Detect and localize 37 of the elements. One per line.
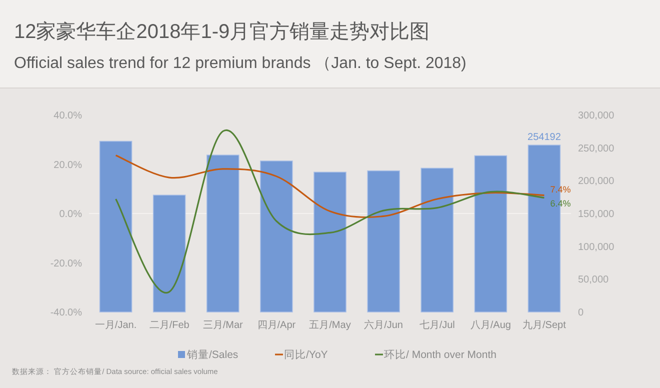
y2-tick-label: 150,000 <box>578 209 615 220</box>
bar <box>367 170 400 312</box>
x-tick-label: 四月/Apr <box>257 320 296 331</box>
x-tick-label: 二月/Feb <box>149 320 190 331</box>
bar <box>474 155 508 312</box>
x-tick-label: 一月/Jan. <box>94 320 137 331</box>
y-tick-label: 0.0% <box>59 209 82 220</box>
data-label: 6.4% <box>550 198 571 209</box>
bar <box>314 172 346 312</box>
bar <box>420 168 454 312</box>
y-tick-label: 40.0% <box>54 110 82 122</box>
data-label: 7.4% <box>550 184 571 194</box>
legend-label: 同比/YoY <box>284 348 328 361</box>
x-tick-label: 五月/May <box>309 320 351 331</box>
y-tick-label: 20.0% <box>54 160 82 171</box>
y2-tick-label: 50,000 <box>578 274 610 286</box>
x-tick-label: 六月/Jun <box>364 319 404 331</box>
subtitle: Official sales trend for 12 premium brands （Jan. to Sept. 2018) <box>14 55 466 72</box>
y2-tick-label: 250,000 <box>578 143 615 154</box>
bar <box>260 160 293 312</box>
x-tick-label: 七月/Jul <box>419 319 455 331</box>
y2-tick-label: 0 <box>578 308 584 318</box>
title: 12家豪华车企2018年1-9月官方销量走势对比图 <box>14 21 430 43</box>
y2-tick-label: 300,000 <box>578 110 615 122</box>
y2-tick-label: 200,000 <box>578 176 615 188</box>
x-tick-label: 三月/Mar <box>202 320 244 331</box>
y-tick-label: -40.0% <box>50 308 82 318</box>
bar <box>206 154 240 312</box>
bar <box>152 194 186 312</box>
x-tick-label: 八月/Aug <box>470 320 511 331</box>
y2-tick-label: 100,000 <box>578 242 615 253</box>
legend-label: 销量/Sales <box>186 349 238 361</box>
legend-label: 环比/ Month over Month <box>384 348 497 361</box>
data-label: 254192 <box>528 132 562 144</box>
y-tick-label: -20.0% <box>50 258 82 270</box>
bar <box>99 140 132 312</box>
x-tick-label: 九月/Sept <box>522 319 566 331</box>
